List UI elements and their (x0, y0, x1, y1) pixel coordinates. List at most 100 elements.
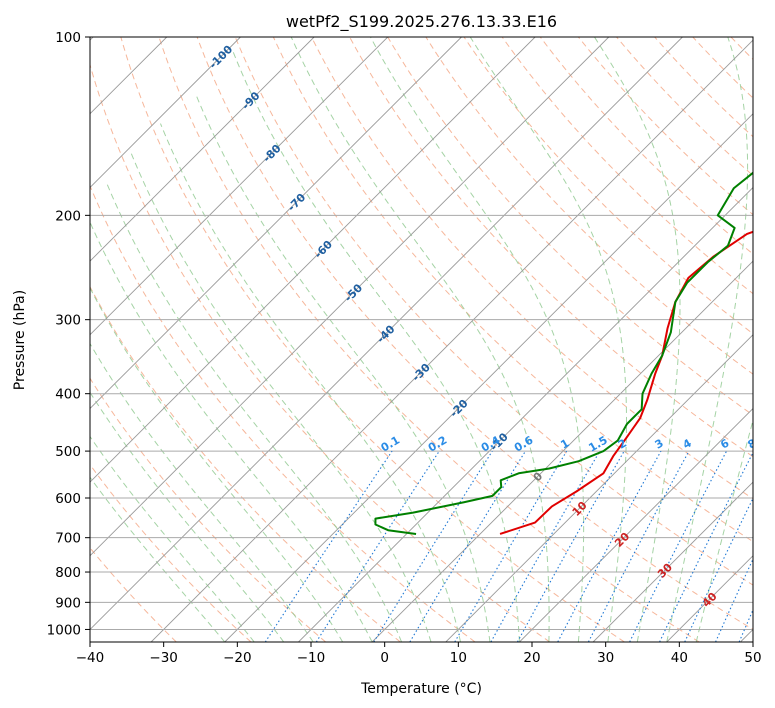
moist-adiabat-line (469, 37, 628, 642)
isotherm-label: -100 (207, 43, 236, 72)
moist-adiabat-line (90, 391, 285, 642)
dry-adiabat-line (654, 37, 753, 138)
moist-adiabat-line (695, 418, 753, 642)
mixing-ratio-label: 10 (765, 434, 775, 453)
y-tick-label: 600 (55, 491, 81, 507)
dry-adiabat-line (234, 37, 753, 586)
mixing-ratio-lines (264, 450, 775, 642)
moist-adiabat-line (195, 94, 491, 642)
isotherm-label: -90 (239, 89, 262, 112)
moist-adiabat-line (594, 37, 681, 642)
moist-adiabat-line (666, 37, 749, 642)
y-tick-label: 900 (55, 595, 81, 611)
isotherm-label: 0 (531, 469, 546, 484)
moist-adiabat-line (90, 286, 344, 642)
isotherm-label: 40 (700, 590, 720, 610)
isotherm-label: -40 (374, 322, 397, 345)
x-tick-label: 20 (523, 650, 540, 666)
mixing-ratio-line (659, 451, 753, 642)
dry-adiabat-line (90, 377, 327, 642)
temperature-profile-line (499, 230, 753, 535)
mixing-ratio-line (738, 608, 753, 642)
isotherm-line (90, 37, 462, 410)
mixing-ratio-line (315, 450, 440, 642)
mixing-ratio-label: 6 (718, 436, 731, 451)
isotherm-label: -30 (410, 361, 433, 384)
y-tick-label: 400 (55, 387, 81, 403)
y-axis: 100 200 300 400 500 600 700 800 900 1000 (47, 30, 90, 638)
isotherm-line (150, 39, 753, 642)
x-tick-label: −40 (76, 650, 105, 666)
dry-adiabat-line (616, 37, 753, 177)
dry-adiabat-line (90, 285, 401, 642)
mixing-ratio-line (373, 450, 493, 642)
isotherm-line (90, 37, 241, 189)
dry-adiabat-line (501, 37, 753, 295)
isotherm-label: -20 (447, 397, 470, 420)
dry-adiabat-line (769, 37, 775, 642)
dry-adiabat-line (90, 62, 551, 642)
dry-adiabat-line (578, 37, 753, 216)
x-tick-label: 30 (597, 650, 614, 666)
dry-adiabat-line (90, 463, 252, 642)
y-axis-title: Pressure (hPa) (12, 290, 28, 390)
isotherm-line (90, 37, 683, 631)
moist-adiabat-line (90, 476, 226, 642)
x-axis-title: Temperature (°C) (360, 681, 482, 697)
dry-adiabat-line (196, 37, 753, 631)
mixing-ratio-label: 8 (745, 437, 758, 452)
isotherm-line (519, 407, 753, 642)
moist-adiabat-line (160, 123, 461, 642)
isotherm-label: -80 (260, 142, 283, 165)
isotherm-line (224, 113, 753, 642)
y-tick-label: 1000 (47, 622, 81, 638)
isotherm-label: -50 (342, 281, 365, 304)
plot-frame (89, 36, 754, 643)
mixing-ratio-label: 4 (681, 436, 694, 451)
isotherm-line (298, 186, 753, 642)
isotherm-line (666, 555, 753, 642)
y-tick-label: 300 (55, 313, 81, 329)
x-tick-label: 40 (671, 650, 688, 666)
x-tick-label: −10 (297, 650, 326, 666)
moist-adiabat-line (129, 149, 432, 642)
moist-adiabat-line (290, 37, 550, 642)
x-axis: −40 −30 −20 −10 0 10 20 30 40 50 (76, 642, 762, 666)
isotherm-line (592, 481, 753, 642)
chart-title: wetPf2_S199.2025.276.13.33.E16 (286, 12, 557, 32)
mixing-ratio-line (684, 497, 753, 642)
x-tick-label: 0 (380, 650, 389, 666)
moist-adiabat-line (370, 37, 585, 642)
mixing-ratio-line (409, 450, 526, 642)
moist-adiabat-line (90, 220, 373, 642)
dry-adiabat-line (463, 37, 753, 335)
dry-adiabat-line (349, 37, 753, 458)
isotherm-label: -70 (285, 191, 308, 214)
isotherm-line (90, 37, 315, 262)
mixing-ratio-label: 3 (653, 437, 666, 452)
mixing-ratio-line (715, 557, 753, 642)
profile-series (374, 171, 753, 535)
mixing-ratio-line (629, 450, 728, 642)
mixing-ratio-line (766, 451, 775, 642)
x-tick-label: −20 (223, 650, 252, 666)
isotherm-line (90, 37, 610, 557)
x-tick-label: 10 (450, 650, 467, 666)
y-tick-label: 800 (55, 565, 81, 581)
background-lines (90, 37, 775, 642)
x-tick-label: 50 (744, 650, 761, 666)
isotherm-label: -60 (312, 238, 335, 261)
isotherm-line (371, 260, 753, 642)
isotherm-line (445, 334, 753, 642)
mixing-ratio-line (516, 450, 625, 642)
moist-adiabat-line (90, 435, 255, 642)
mixing-ratio-line (557, 450, 662, 642)
mixing-ratio-line (587, 450, 690, 642)
y-tick-label: 100 (55, 30, 81, 46)
dewpoint-profile-line (374, 171, 753, 535)
x-tick-label: −30 (149, 650, 178, 666)
dry-adiabat-line (539, 37, 753, 255)
